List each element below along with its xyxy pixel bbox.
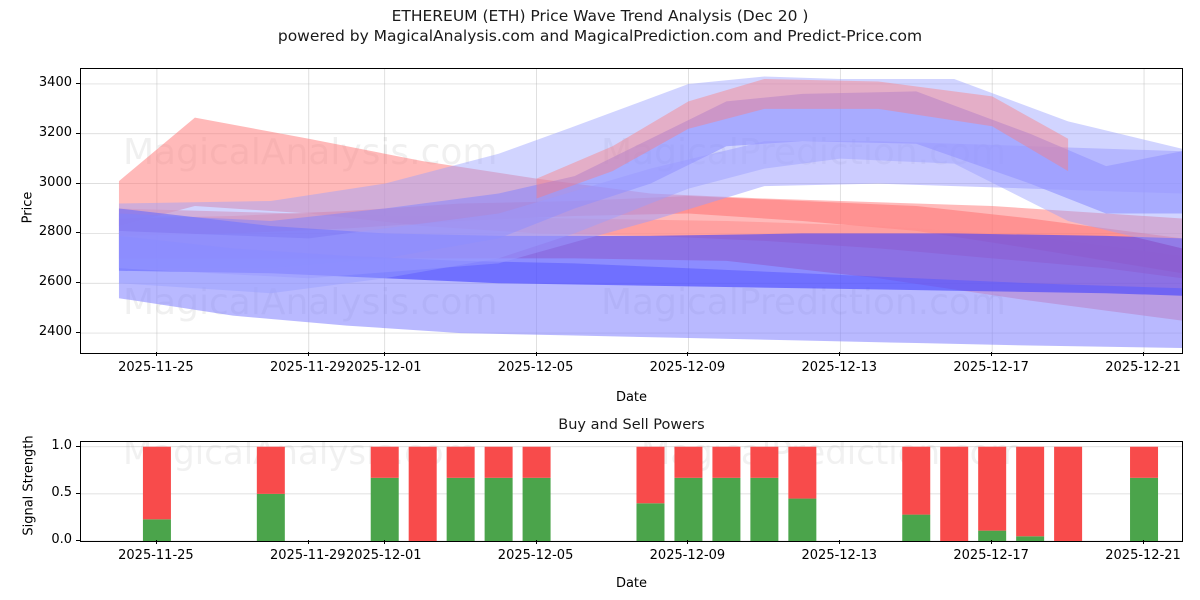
buy-sell-panel-title: Buy and Sell Powers	[558, 417, 705, 433]
signal-strength-axis-label: Signal Strength	[21, 435, 37, 536]
price-ytick-mark	[76, 232, 80, 234]
signal-xtick-label: 2025-11-25	[118, 548, 194, 563]
price-ytick-label: 3400	[38, 74, 72, 90]
buy-power-bar	[1130, 477, 1159, 541]
buy-sell-chart-axes: MagicalAnalysis.com MagicalPrediction.com	[80, 441, 1183, 542]
price-xtick-mark	[155, 352, 157, 356]
buy-power-bar	[902, 514, 931, 541]
price-xtick-mark	[535, 352, 537, 356]
price-xtick-label: 2025-12-21	[1105, 360, 1181, 375]
signal-xtick-label: 2025-12-05	[497, 548, 574, 563]
buy-power-bar	[978, 530, 1007, 541]
sell-power-bar	[674, 446, 703, 478]
price-xtick-mark	[307, 352, 309, 356]
signal-xtick-label: 2025-12-13	[801, 548, 878, 563]
price-xtick-mark	[687, 352, 689, 356]
sell-power-bar	[446, 446, 475, 478]
signal-xtick-mark	[535, 540, 537, 544]
page-subtitle: powered by MagicalAnalysis.com and Magic…	[277, 27, 923, 45]
chart-title-block: ETHEREUM (ETH) Price Wave Trend Analysis…	[0, 6, 1200, 46]
sell-power-bar	[940, 446, 969, 541]
price-xtick-mark	[991, 352, 993, 356]
price-ytick-mark	[76, 282, 80, 284]
buy-power-bar	[142, 519, 171, 541]
signal-xtick-label: 2025-12-21	[1105, 548, 1181, 563]
price-ytick-mark	[76, 132, 80, 134]
price-chart-svg: MagicalAnalysis.comMagicalPrediction.com…	[81, 69, 1182, 353]
buy-power-bar	[674, 477, 703, 541]
sell-power-bar	[712, 446, 741, 478]
price-xtick-mark	[839, 352, 841, 356]
price-ytick-mark	[76, 332, 80, 334]
sell-power-bar	[142, 446, 171, 520]
signal-xtick-mark	[1143, 540, 1145, 544]
price-xtick-label: 2025-12-01	[345, 360, 422, 375]
price-ytick-label: 3000	[38, 174, 72, 190]
price-xtick-label: 2025-11-25	[118, 360, 194, 375]
price-xtick-label: 2025-11-29	[270, 360, 346, 375]
signal-date-axis-label: Date	[615, 576, 648, 591]
buy-power-bar	[712, 477, 741, 541]
buy-power-bar	[1016, 536, 1045, 541]
buy-sell-chart-svg: MagicalAnalysis.com MagicalPrediction.com	[81, 442, 1182, 541]
buy-power-bar	[446, 477, 475, 541]
buy-power-bar	[370, 477, 399, 541]
signal-ytick-label: 0.5	[51, 484, 72, 500]
signal-xtick-mark	[687, 540, 689, 544]
buy-power-bar	[788, 498, 817, 541]
sell-power-bar	[1054, 446, 1083, 541]
buy-power-bar	[522, 477, 551, 541]
price-ytick-label: 2400	[38, 324, 72, 340]
sell-power-bar	[902, 446, 931, 515]
signal-ytick-mark	[76, 445, 80, 447]
price-ytick-mark	[76, 182, 80, 184]
signal-xtick-label: 2025-12-09	[649, 548, 726, 563]
buy-power-bar	[484, 477, 513, 541]
signal-xtick-mark	[307, 540, 309, 544]
price-chart-axes: MagicalAnalysis.comMagicalPrediction.com…	[80, 68, 1183, 354]
signal-xtick-label: 2025-12-01	[345, 548, 422, 563]
price-xtick-label: 2025-12-17	[953, 360, 1029, 375]
sell-power-bar	[1016, 446, 1045, 537]
sell-power-bar	[636, 446, 665, 504]
sell-power-bar	[750, 446, 779, 478]
sell-power-bar	[484, 446, 513, 478]
sell-power-bar	[522, 446, 551, 478]
price-xtick-mark	[1143, 352, 1145, 356]
price-ytick-label: 3200	[38, 124, 72, 140]
signal-xtick-mark	[383, 540, 385, 544]
signal-ytick-mark	[76, 540, 80, 541]
sell-power-bar	[256, 446, 285, 494]
sell-power-bar	[1130, 446, 1159, 478]
signal-ytick-label: 1.0	[51, 437, 72, 453]
signal-xtick-mark	[991, 540, 993, 544]
signal-xtick-mark	[839, 540, 841, 544]
price-ytick-mark	[76, 82, 80, 84]
price-date-axis-label: Date	[615, 390, 648, 405]
signal-xtick-label: 2025-11-29	[270, 548, 346, 563]
sell-power-bar	[788, 446, 817, 499]
price-axis-label: Price	[20, 191, 36, 224]
price-xtick-mark	[383, 352, 385, 356]
buy-power-bar	[256, 493, 285, 541]
signal-ytick-label: 0.0	[51, 532, 72, 547]
price-band-blue-dark-band	[118, 208, 1182, 296]
signal-xtick-label: 2025-12-17	[953, 548, 1029, 563]
page-title: ETHEREUM (ETH) Price Wave Trend Analysis…	[391, 7, 809, 25]
buy-power-bar	[750, 477, 779, 541]
price-ytick-label: 2800	[38, 224, 72, 240]
signal-ytick-mark	[76, 492, 80, 494]
price-xtick-label: 2025-12-05	[497, 360, 574, 375]
price-xtick-label: 2025-12-13	[801, 360, 878, 375]
price-ytick-label: 2600	[38, 274, 72, 290]
sell-power-bar	[408, 446, 437, 541]
signal-xtick-mark	[155, 540, 157, 544]
buy-power-bar	[636, 503, 665, 541]
sell-power-bar	[978, 446, 1007, 531]
price-band-red-upper-peak	[536, 78, 1069, 199]
sell-power-bar	[370, 446, 399, 478]
price-band-blue-wide-base	[118, 141, 1182, 279]
price-xtick-label: 2025-12-09	[649, 360, 726, 375]
